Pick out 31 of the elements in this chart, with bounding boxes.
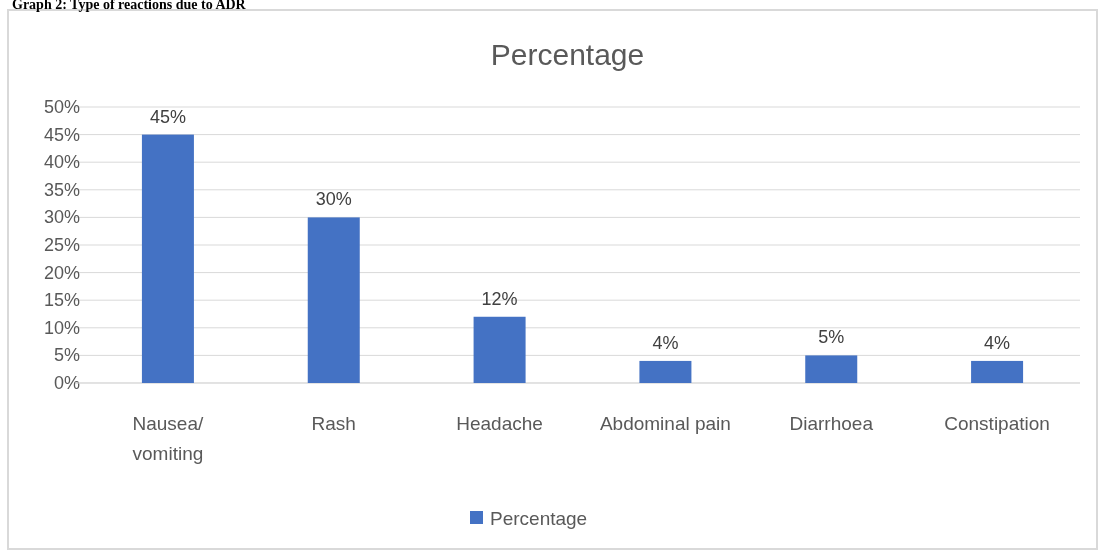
text: 4% <box>652 332 679 353</box>
x-tick-label: Diarrhoea <box>789 413 874 434</box>
bar <box>805 355 858 383</box>
y-tick-label: 45% <box>43 124 80 145</box>
y-tick-label: 0% <box>53 373 80 393</box>
text: 5% <box>818 327 845 348</box>
text: 45% <box>149 106 186 127</box>
y-tick-label: 25% <box>43 235 80 255</box>
text: 4% <box>984 332 1011 353</box>
text: 12% <box>481 288 518 309</box>
y-tick-label: 50% <box>43 97 80 117</box>
x-tick-label: Rash <box>311 413 356 434</box>
y-tick-label: 5% <box>53 345 80 366</box>
chart-title: Percentage <box>490 38 645 71</box>
legend-label: Percentage <box>490 508 588 529</box>
bar <box>141 134 194 383</box>
bar <box>639 360 692 383</box>
x-tick-label: Headache <box>456 413 543 434</box>
x-tick-label: Nausea/ vomiting <box>132 413 205 464</box>
text: 30% <box>315 189 352 210</box>
y-tick-label: 20% <box>43 262 80 283</box>
y-tick-label: 15% <box>43 290 80 311</box>
y-tick-label: 30% <box>43 207 80 228</box>
bar <box>307 217 360 383</box>
y-tick-label: 40% <box>43 152 80 173</box>
x-tick-label: Constipation <box>944 413 1050 434</box>
bar <box>971 360 1024 383</box>
x-tick-label: Abdominal pain <box>599 413 731 434</box>
bar <box>473 316 526 383</box>
y-tick-label: 35% <box>43 179 80 200</box>
y-tick-label: 10% <box>43 317 80 338</box>
